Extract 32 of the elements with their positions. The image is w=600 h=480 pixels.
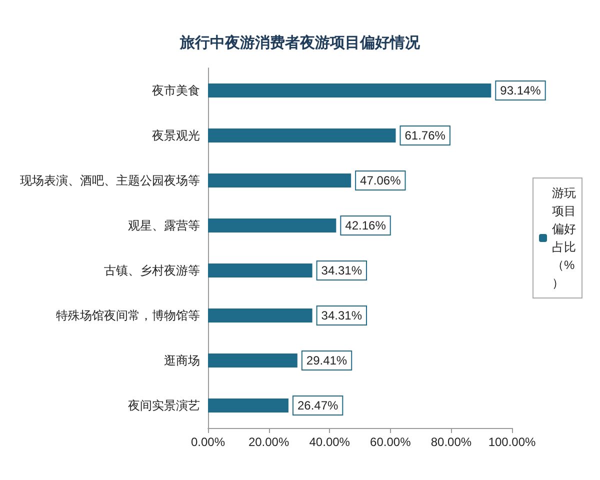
bar bbox=[208, 354, 298, 368]
y-tick-label: 特殊场馆夜间常，博物馆等 bbox=[56, 308, 200, 322]
bar bbox=[208, 264, 312, 278]
data-label: 61.76% bbox=[404, 128, 446, 142]
x-tick-label: 20.00% bbox=[248, 435, 290, 449]
bar bbox=[208, 218, 336, 232]
y-tick-label: 逛商场 bbox=[164, 354, 200, 368]
bar bbox=[208, 308, 312, 322]
data-label: 34.31% bbox=[321, 308, 362, 322]
data-label: 47.06% bbox=[360, 174, 402, 188]
bar bbox=[208, 174, 352, 188]
x-tick-label: 40.00% bbox=[309, 435, 350, 449]
legend-label: 游玩项目偏好占比（%） bbox=[552, 186, 576, 290]
y-tick-label: 夜市美食 bbox=[152, 84, 200, 98]
chart-title: 旅行中夜游消费者夜游项目偏好情况 bbox=[179, 34, 421, 52]
data-label: 93.14% bbox=[500, 84, 542, 98]
data-label: 29.41% bbox=[306, 354, 348, 368]
y-tick-label: 观星、露营等 bbox=[128, 218, 200, 232]
bar bbox=[208, 128, 396, 142]
y-tick-label: 古镇、乡村夜游等 bbox=[104, 264, 200, 278]
data-label: 26.47% bbox=[297, 398, 338, 412]
bar bbox=[208, 398, 288, 412]
x-tick-label: 100.00% bbox=[488, 435, 536, 449]
y-tick-label: 夜间实景演艺 bbox=[128, 398, 200, 412]
y-tick-label: 夜景观光 bbox=[152, 128, 200, 142]
x-tick-label: 80.00% bbox=[430, 435, 472, 449]
bar bbox=[208, 84, 492, 98]
x-tick-label: 0.00% bbox=[190, 435, 226, 449]
y-tick-label: 现场表演、酒吧、主题公园夜场等 bbox=[20, 174, 200, 188]
data-label: 34.31% bbox=[321, 264, 362, 278]
data-label: 42.16% bbox=[345, 218, 386, 232]
x-tick-label: 60.00% bbox=[370, 435, 412, 449]
